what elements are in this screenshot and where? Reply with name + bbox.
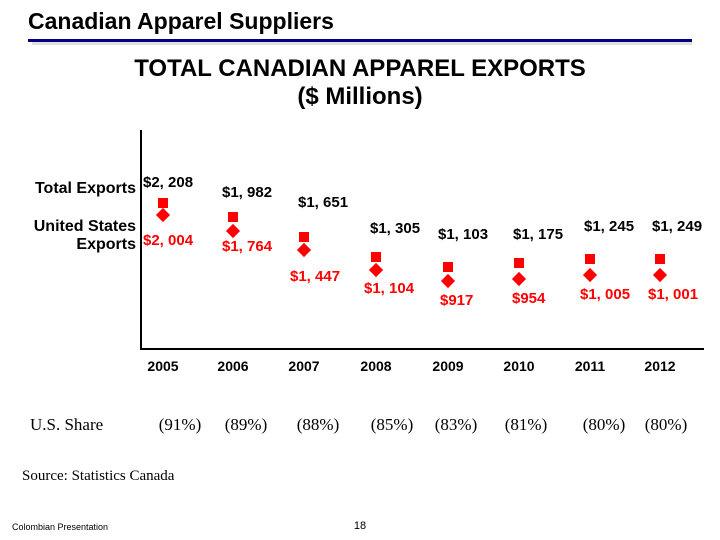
header-underline-shadow (32, 42, 692, 45)
marker-us-2010 (512, 272, 526, 286)
marker-us-2009 (441, 274, 455, 288)
value-total-2006: $1, 982 (222, 184, 272, 201)
marker-total-2010 (514, 258, 524, 268)
y-axis (140, 130, 142, 350)
marker-total-2012 (655, 254, 665, 264)
share-2007: (88%) (286, 415, 350, 435)
share-2011: (80%) (572, 415, 636, 435)
marker-total-2005 (158, 198, 168, 208)
value-total-2005: $2, 208 (143, 174, 193, 191)
x-tick-2007: 2007 (274, 358, 334, 374)
series-label-total: Total Exports (8, 180, 136, 198)
x-axis (140, 348, 704, 350)
chart-area: Total Exports United States Exports 2005… (8, 130, 712, 410)
series-label-us: United States Exports (8, 218, 136, 253)
share-2005: (91%) (148, 415, 212, 435)
value-us-2012: $1, 001 (648, 286, 698, 303)
share-2012: (80%) (634, 415, 698, 435)
marker-us-2006 (226, 224, 240, 238)
marker-total-2008 (371, 252, 381, 262)
value-us-2011: $1, 005 (580, 286, 630, 303)
value-us-2007: $1, 447 (290, 268, 340, 285)
marker-us-2008 (369, 263, 383, 277)
x-tick-2006: 2006 (203, 358, 263, 374)
value-total-2011: $1, 245 (584, 218, 634, 235)
marker-total-2006 (228, 212, 238, 222)
x-tick-2005: 2005 (133, 358, 193, 374)
x-tick-2009: 2009 (418, 358, 478, 374)
source-text: Source: Statistics Canada (22, 468, 174, 485)
marker-us-2012 (653, 268, 667, 282)
value-total-2008: $1, 305 (370, 220, 420, 237)
x-tick-2010: 2010 (489, 358, 549, 374)
marker-total-2007 (299, 232, 309, 242)
value-us-2005: $2, 004 (143, 232, 193, 249)
page-number: 18 (354, 520, 366, 532)
value-us-2010: $954 (512, 290, 545, 307)
footer-text: Colombian Presentation (12, 522, 108, 532)
chart-title-line2: ($ Millions) (297, 83, 422, 110)
x-tick-2011: 2011 (560, 358, 620, 374)
marker-total-2011 (585, 254, 595, 264)
x-tick-2012: 2012 (630, 358, 690, 374)
marker-us-2005 (156, 208, 170, 222)
share-2009: (83%) (424, 415, 488, 435)
chart-title-line1: TOTAL CANADIAN APPAREL EXPORTS (134, 55, 586, 82)
value-total-2007: $1, 651 (298, 194, 348, 211)
share-2010: (81%) (494, 415, 558, 435)
value-total-2010: $1, 175 (513, 226, 563, 243)
chart-title: TOTAL CANADIAN APPAREL EXPORTS ($ Millio… (0, 55, 720, 110)
share-2006: (89%) (214, 415, 278, 435)
share-2008: (85%) (360, 415, 424, 435)
marker-us-2007 (297, 243, 311, 257)
x-tick-2008: 2008 (346, 358, 406, 374)
marker-total-2009 (443, 262, 453, 272)
value-total-2009: $1, 103 (438, 226, 488, 243)
value-us-2008: $1, 104 (364, 280, 414, 297)
marker-us-2011 (583, 268, 597, 282)
value-total-2012: $1, 249 (652, 218, 702, 235)
value-us-2006: $1, 764 (222, 238, 272, 255)
value-us-2009: $917 (440, 292, 473, 309)
slide-header-title: Canadian Apparel Suppliers (28, 8, 720, 35)
us-share-label: U.S. Share (30, 415, 103, 435)
